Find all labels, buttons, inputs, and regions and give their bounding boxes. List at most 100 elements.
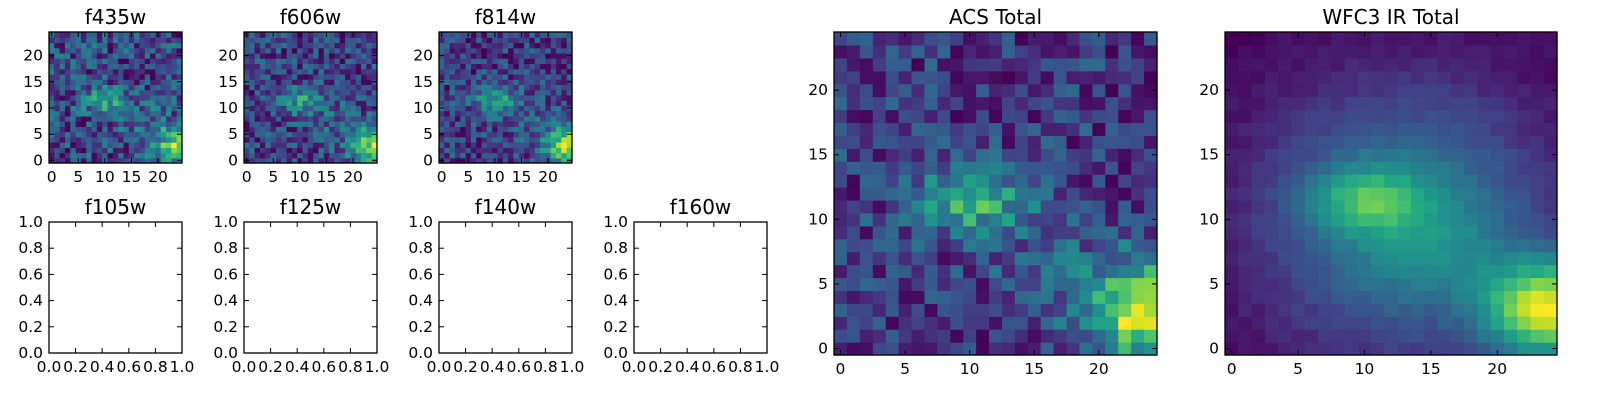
heatmap-cell bbox=[834, 277, 848, 291]
heatmap-cell bbox=[834, 342, 848, 356]
heatmap-cell bbox=[371, 115, 378, 122]
heatmap-cell bbox=[297, 73, 304, 80]
heatmap-cell bbox=[1464, 122, 1478, 136]
heatmap-cell bbox=[339, 68, 346, 75]
heatmap-cell bbox=[144, 94, 151, 101]
heatmap-cell bbox=[1503, 277, 1518, 291]
heatmap-cell bbox=[1278, 161, 1292, 175]
heatmap-cell bbox=[1437, 303, 1452, 317]
heatmap-cell bbox=[112, 131, 119, 138]
heatmap-cell bbox=[1053, 342, 1068, 356]
heatmap-cell bbox=[286, 32, 293, 38]
x-tick-label: 10 bbox=[290, 168, 310, 186]
heatmap-cell bbox=[885, 342, 900, 356]
heatmap-cell bbox=[86, 100, 93, 106]
heatmap-cell bbox=[1437, 187, 1452, 201]
heatmap-cell bbox=[550, 84, 557, 91]
heatmap-cell bbox=[75, 126, 82, 133]
heatmap-cell bbox=[898, 290, 913, 304]
heatmap-cell bbox=[259, 73, 266, 80]
heatmap-cell bbox=[1251, 109, 1266, 124]
heatmap-cell bbox=[518, 73, 525, 80]
heatmap-cell bbox=[339, 115, 346, 122]
heatmap-cell bbox=[80, 147, 87, 154]
heatmap-cell bbox=[1357, 161, 1372, 175]
heatmap-cell bbox=[80, 94, 87, 101]
heatmap-cell bbox=[323, 37, 330, 44]
heatmap-cell bbox=[561, 63, 568, 70]
y-tick-label: 0.0 bbox=[18, 344, 43, 362]
heatmap-cell bbox=[1118, 316, 1132, 330]
heatmap-cell bbox=[924, 199, 938, 214]
heatmap-cell bbox=[366, 126, 373, 133]
heatmap-cell bbox=[91, 63, 98, 70]
heatmap-cell bbox=[872, 199, 887, 214]
heatmap-cell bbox=[244, 115, 250, 122]
heatmap-cell bbox=[834, 96, 848, 111]
heatmap-cell bbox=[439, 121, 445, 127]
heatmap-cell bbox=[898, 212, 913, 227]
heatmap-cell bbox=[366, 136, 373, 143]
heatmap-cell bbox=[950, 161, 964, 175]
heatmap-cell bbox=[361, 100, 367, 106]
heatmap-cell bbox=[355, 136, 362, 143]
heatmap-cell bbox=[1278, 122, 1292, 136]
heatmap-cell bbox=[355, 126, 362, 133]
heatmap-cell bbox=[1251, 199, 1266, 214]
heatmap-cell bbox=[275, 42, 282, 49]
heatmap-cell bbox=[275, 84, 282, 91]
heatmap-cell bbox=[859, 316, 874, 330]
heatmap-cell bbox=[1317, 316, 1332, 330]
heatmap-cell bbox=[96, 131, 103, 138]
heatmap-cell bbox=[1530, 83, 1545, 98]
heatmap-cell bbox=[1264, 238, 1279, 253]
heatmap-cell bbox=[1014, 251, 1029, 266]
heatmap-cell bbox=[259, 58, 266, 65]
heatmap-cell bbox=[950, 174, 964, 188]
heatmap-cell bbox=[1464, 303, 1478, 317]
heatmap-cell bbox=[1490, 212, 1505, 227]
heatmap-cell bbox=[834, 212, 848, 227]
heatmap-cell bbox=[1264, 109, 1279, 124]
heatmap-cell bbox=[492, 79, 499, 85]
heatmap-cell bbox=[329, 147, 336, 154]
heatmap-cell bbox=[171, 84, 178, 91]
heatmap-cell bbox=[1144, 122, 1158, 136]
heatmap-cell bbox=[123, 115, 130, 122]
heatmap-cell bbox=[449, 58, 456, 65]
heatmap-cell bbox=[1503, 212, 1518, 227]
heatmap-cell bbox=[1477, 187, 1492, 201]
heatmap-cell bbox=[497, 110, 504, 117]
heatmap-cell bbox=[470, 89, 477, 96]
heatmap-cell bbox=[334, 126, 341, 133]
heatmap-cell bbox=[1278, 57, 1292, 72]
heatmap-cell bbox=[318, 126, 325, 133]
heatmap-cell bbox=[846, 212, 861, 227]
heatmap-cell bbox=[497, 32, 504, 38]
heatmap-cell bbox=[128, 100, 135, 106]
heatmap-cell bbox=[1371, 316, 1385, 330]
heatmap-cell bbox=[1027, 264, 1042, 279]
heatmap-cell bbox=[102, 63, 109, 70]
heatmap-cell bbox=[550, 52, 557, 59]
heatmap-cell bbox=[1530, 57, 1545, 72]
heatmap-cell bbox=[529, 152, 536, 159]
heatmap-cell bbox=[270, 152, 277, 159]
y-tick-label: 0.4 bbox=[408, 292, 433, 310]
heatmap-cell bbox=[1410, 342, 1425, 356]
heatmap-cell bbox=[561, 105, 568, 112]
heatmap-cell bbox=[1105, 109, 1119, 124]
heatmap-cell bbox=[270, 110, 277, 117]
heatmap-cell bbox=[155, 73, 162, 80]
heatmap-cell bbox=[134, 100, 141, 106]
heatmap-cell bbox=[54, 52, 61, 59]
heatmap-cell bbox=[313, 84, 320, 91]
heatmap-cell bbox=[281, 152, 288, 159]
heatmap-cell bbox=[355, 152, 362, 159]
heatmap-cell bbox=[1040, 277, 1055, 291]
heatmap-cell bbox=[534, 32, 541, 38]
heatmap-cell bbox=[976, 161, 990, 175]
heatmap-cell bbox=[1040, 109, 1055, 124]
heatmap-cell bbox=[86, 84, 93, 91]
heatmap-cell bbox=[259, 157, 266, 164]
